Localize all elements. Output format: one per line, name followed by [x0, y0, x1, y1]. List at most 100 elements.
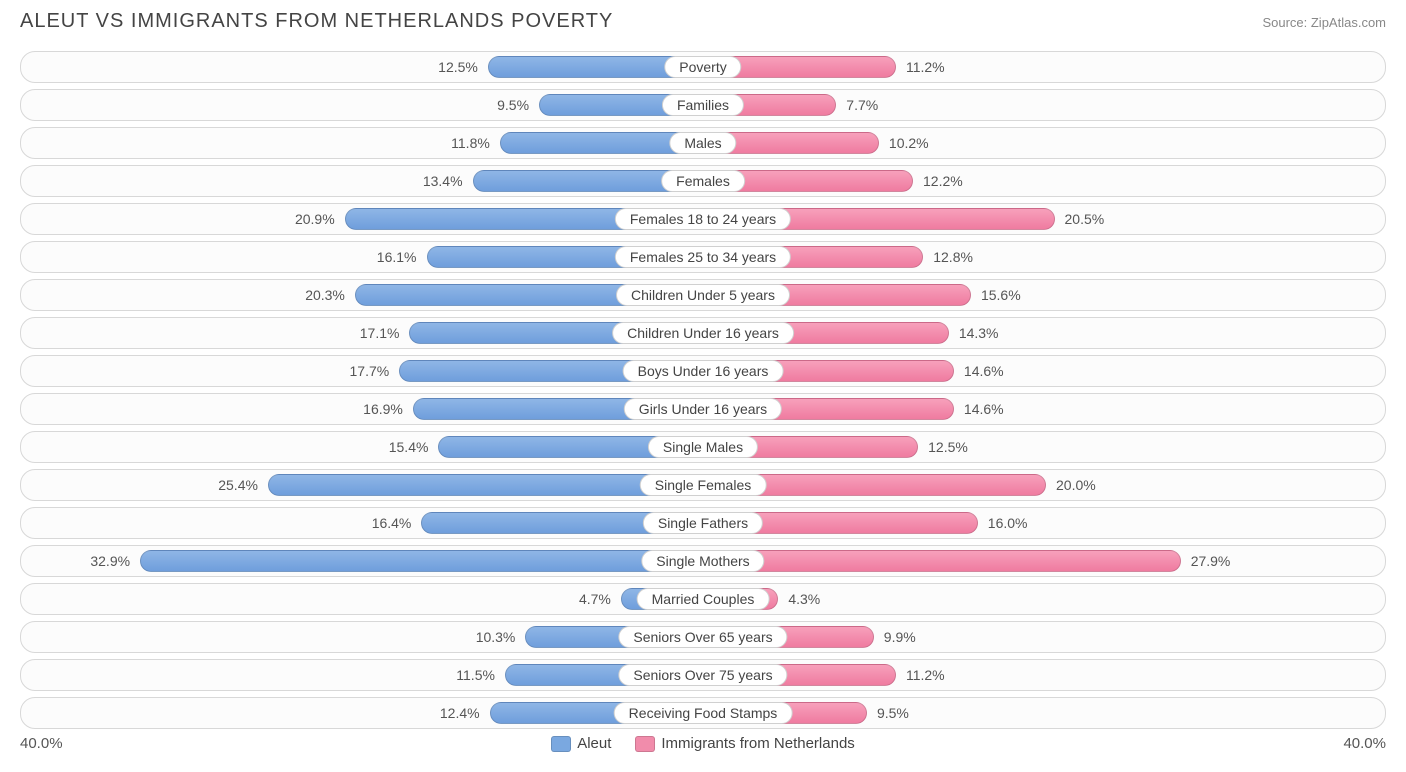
- category-label: Families: [662, 94, 744, 116]
- row-right-half: 20.0%: [703, 470, 1385, 500]
- category-label: Females: [661, 170, 745, 192]
- row-right-half: 7.7%: [703, 90, 1385, 120]
- row-left-half: 17.7%: [21, 356, 703, 386]
- axis-right-max: 40.0%: [1343, 735, 1386, 752]
- left-value: 20.3%: [297, 287, 353, 303]
- category-label: Single Males: [648, 436, 758, 458]
- right-value: 12.2%: [915, 173, 971, 189]
- legend-label-right: Immigrants from Netherlands: [661, 735, 854, 752]
- category-label: Children Under 16 years: [612, 322, 794, 344]
- category-label: Females 25 to 34 years: [615, 246, 791, 268]
- row-right-half: 12.5%: [703, 432, 1385, 462]
- chart-row: 17.7% 14.6% Boys Under 16 years: [20, 355, 1386, 387]
- row-left-half: 12.4%: [21, 698, 703, 728]
- category-label: Seniors Over 75 years: [618, 664, 787, 686]
- row-left-half: 15.4%: [21, 432, 703, 462]
- category-label: Males: [669, 132, 736, 154]
- left-value: 11.8%: [443, 135, 498, 151]
- chart-row: 4.7% 4.3% Married Couples: [20, 583, 1386, 615]
- row-right-half: 14.6%: [703, 356, 1385, 386]
- right-value: 14.6%: [956, 363, 1012, 379]
- left-value: 10.3%: [468, 629, 524, 645]
- chart-row: 16.4%16.0%Single Fathers: [20, 507, 1386, 539]
- chart-row: 11.8% 10.2%Males: [20, 127, 1386, 159]
- left-value: 9.5%: [489, 97, 537, 113]
- row-left-half: 9.5%: [21, 90, 703, 120]
- legend-item-left: Aleut: [551, 735, 611, 752]
- row-right-half: 11.2%: [703, 52, 1385, 82]
- legend: Aleut Immigrants from Netherlands: [551, 735, 855, 752]
- row-right-half: 12.2%: [703, 166, 1385, 196]
- right-value: 11.2%: [898, 667, 953, 683]
- row-right-half: 15.6%: [703, 280, 1385, 310]
- chart-title: ALEUT VS IMMIGRANTS FROM NETHERLANDS POV…: [20, 10, 613, 33]
- left-value: 20.9%: [287, 211, 343, 227]
- row-right-half: 10.2%: [703, 128, 1385, 158]
- chart-row: 32.9% 27.9% Single Mothers: [20, 545, 1386, 577]
- legend-label-left: Aleut: [577, 735, 611, 752]
- chart-row: 17.1%14.3%Children Under 16 years: [20, 317, 1386, 349]
- legend-swatch-left: [551, 736, 571, 752]
- right-value: 12.5%: [920, 439, 976, 455]
- left-bar: [140, 550, 701, 572]
- chart-row: 15.4% 12.5% Single Males: [20, 431, 1386, 463]
- left-value: 17.7%: [342, 363, 398, 379]
- chart-row: 12.5% 11.2%Poverty: [20, 51, 1386, 83]
- chart-row: 9.5% 7.7% Families: [20, 89, 1386, 121]
- row-left-half: 16.4%: [21, 508, 703, 538]
- chart-row: 25.4%20.0%Single Females: [20, 469, 1386, 501]
- chart-row: 11.5% 11.2% Seniors Over 75 years: [20, 659, 1386, 691]
- diverging-bar-chart: 12.5%11.2%Poverty9.5%7.7%Families11.8%10…: [20, 51, 1386, 729]
- row-left-half: 13.4%: [21, 166, 703, 196]
- left-value: 4.7%: [571, 591, 619, 607]
- chart-row: 16.9%14.6%Girls Under 16 years: [20, 393, 1386, 425]
- left-value: 11.5%: [448, 667, 503, 683]
- row-left-half: 20.3%: [21, 280, 703, 310]
- left-value: 13.4%: [415, 173, 471, 189]
- left-value: 16.4%: [364, 515, 420, 531]
- category-label: Married Couples: [637, 588, 770, 610]
- row-right-half: 14.6%: [703, 394, 1385, 424]
- axis-left-max: 40.0%: [20, 735, 63, 752]
- row-left-half: 17.1%: [21, 318, 703, 348]
- chart-row: 20.9% 20.5% Females 18 to 24 years: [20, 203, 1386, 235]
- chart-container: ALEUT VS IMMIGRANTS FROM NETHERLANDS POV…: [0, 0, 1406, 772]
- category-label: Seniors Over 65 years: [618, 626, 787, 648]
- category-label: Females 18 to 24 years: [615, 208, 791, 230]
- right-value: 15.6%: [973, 287, 1029, 303]
- category-label: Children Under 5 years: [616, 284, 790, 306]
- left-value: 16.9%: [355, 401, 411, 417]
- source-label: Source: ZipAtlas.com: [1262, 15, 1386, 30]
- left-value: 12.5%: [430, 59, 486, 75]
- chart-row: 10.3% 9.9% Seniors Over 65 years: [20, 621, 1386, 653]
- category-label: Boys Under 16 years: [623, 360, 784, 382]
- right-bar: [705, 550, 1181, 572]
- right-value: 16.0%: [980, 515, 1036, 531]
- row-left-half: 16.9%: [21, 394, 703, 424]
- right-value: 20.5%: [1057, 211, 1113, 227]
- category-label: Single Mothers: [641, 550, 764, 572]
- left-value: 15.4%: [381, 439, 437, 455]
- right-value: 9.5%: [869, 705, 917, 721]
- row-right-half: 9.5%: [703, 698, 1385, 728]
- chart-row: 13.4% 12.2% Females: [20, 165, 1386, 197]
- right-value: 20.0%: [1048, 477, 1104, 493]
- row-left-half: 20.9%: [21, 204, 703, 234]
- header: ALEUT VS IMMIGRANTS FROM NETHERLANDS POV…: [20, 10, 1386, 33]
- row-right-half: 27.9%: [703, 546, 1385, 576]
- row-left-half: 11.5%: [21, 660, 703, 690]
- left-bar: [268, 474, 701, 496]
- left-value: 32.9%: [82, 553, 138, 569]
- right-value: 9.9%: [876, 629, 924, 645]
- right-value: 7.7%: [838, 97, 886, 113]
- right-value: 4.3%: [780, 591, 828, 607]
- chart-row: 12.4%9.5%Receiving Food Stamps: [20, 697, 1386, 729]
- chart-footer: 40.0% Aleut Immigrants from Netherlands …: [20, 735, 1386, 752]
- right-value: 27.9%: [1183, 553, 1239, 569]
- row-right-half: 12.8%: [703, 242, 1385, 272]
- right-value: 14.6%: [956, 401, 1012, 417]
- row-left-half: 32.9%: [21, 546, 703, 576]
- category-label: Poverty: [664, 56, 741, 78]
- right-value: 12.8%: [925, 249, 981, 265]
- row-left-half: 4.7%: [21, 584, 703, 614]
